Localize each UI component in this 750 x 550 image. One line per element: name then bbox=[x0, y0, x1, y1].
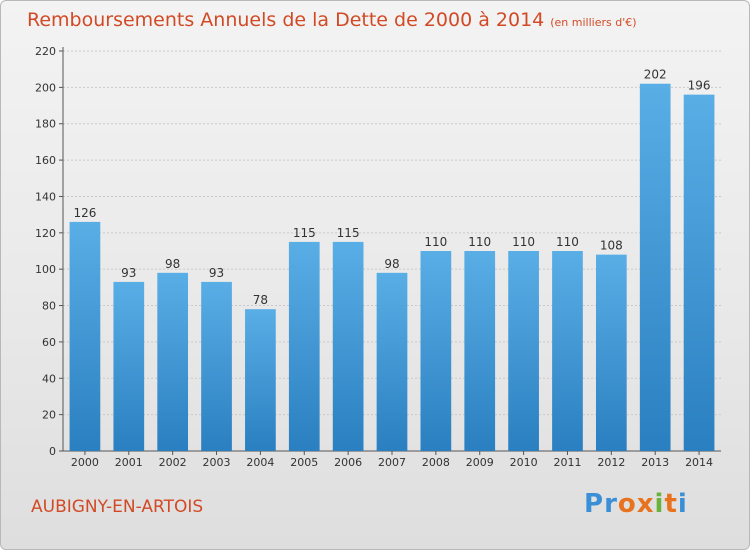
y-tick-label: 220 bbox=[35, 45, 56, 58]
bar bbox=[201, 281, 232, 451]
bar-value-label: 98 bbox=[165, 257, 180, 271]
x-tick-label: 2004 bbox=[246, 456, 274, 469]
bar bbox=[245, 309, 276, 451]
logo-letter: i bbox=[654, 489, 665, 519]
city-name: AUBIGNY-EN-ARTOIS bbox=[31, 497, 204, 517]
bar-value-label: 126 bbox=[73, 206, 96, 220]
y-tick-label: 100 bbox=[35, 263, 56, 276]
bar-value-label: 115 bbox=[293, 226, 316, 240]
bar-value-label: 202 bbox=[644, 68, 667, 82]
bar bbox=[552, 251, 583, 451]
y-tick-label: 40 bbox=[42, 372, 56, 385]
y-tick-label: 120 bbox=[35, 227, 56, 240]
bar bbox=[420, 251, 452, 451]
bar-value-label: 98 bbox=[384, 257, 399, 271]
logo-letter: r bbox=[604, 489, 618, 519]
x-tick-label: 2013 bbox=[641, 456, 669, 469]
bars bbox=[69, 83, 715, 452]
bar-value-label: 93 bbox=[121, 266, 136, 280]
bar bbox=[683, 94, 715, 452]
x-tick-label: 2002 bbox=[159, 456, 187, 469]
x-tick-label: 2008 bbox=[422, 456, 450, 469]
x-tick-label: 2001 bbox=[115, 456, 143, 469]
x-tick-label: 2003 bbox=[203, 456, 231, 469]
bar-value-label: 93 bbox=[209, 266, 224, 280]
logo-letter: P bbox=[584, 489, 605, 519]
y-tick-label: 180 bbox=[35, 118, 56, 131]
x-tick-label: 2006 bbox=[334, 456, 362, 469]
x-tick-label: 2009 bbox=[466, 456, 494, 469]
y-tick-label: 60 bbox=[42, 336, 56, 349]
labels: 126 2000 93 2001 98 2002 93 2003 78 2004 115 2005 11… bbox=[71, 68, 713, 469]
bar-value-label: 110 bbox=[468, 235, 491, 249]
y-tick-label: 20 bbox=[42, 409, 56, 422]
bar bbox=[508, 251, 539, 451]
x-tick-label: 2010 bbox=[510, 456, 538, 469]
logo-letter: o bbox=[617, 489, 637, 519]
x-tick-label: 2014 bbox=[685, 456, 713, 469]
bar-value-label: 78 bbox=[253, 293, 268, 307]
x-tick-label: 2011 bbox=[553, 456, 581, 469]
bar-value-label: 110 bbox=[424, 235, 447, 249]
logo-letter: x bbox=[636, 489, 655, 519]
y-tick-label: 200 bbox=[35, 81, 56, 94]
proxiti-logo: Proxiti bbox=[584, 489, 688, 519]
bar bbox=[376, 272, 408, 451]
bar-value-label: 110 bbox=[556, 235, 579, 249]
bar bbox=[639, 83, 671, 452]
x-tick-label: 2012 bbox=[597, 456, 625, 469]
logo-letter: i bbox=[677, 489, 688, 519]
y-tick-label: 0 bbox=[49, 445, 56, 458]
bar bbox=[332, 241, 364, 451]
bar bbox=[157, 272, 189, 451]
bar bbox=[113, 281, 145, 451]
bar-value-label: 196 bbox=[688, 79, 711, 93]
bar-value-label: 115 bbox=[337, 226, 360, 240]
chart-title: Remboursements Annuels de la Dette de 20… bbox=[27, 9, 637, 31]
y-tick-label: 80 bbox=[42, 300, 56, 313]
bar bbox=[69, 221, 101, 451]
bar-value-label: 110 bbox=[512, 235, 535, 249]
x-tick-label: 2005 bbox=[290, 456, 318, 469]
chart-subtitle: (en milliers d'€) bbox=[550, 16, 637, 29]
y-tick-label: 160 bbox=[35, 154, 56, 167]
bar-value-label: 108 bbox=[600, 239, 623, 253]
y-tick-label: 140 bbox=[35, 190, 56, 203]
x-tick-label: 2000 bbox=[71, 456, 99, 469]
x-tick-label: 2007 bbox=[378, 456, 406, 469]
bar bbox=[595, 254, 627, 451]
chart-title-text: Remboursements Annuels de la Dette de 20… bbox=[27, 9, 545, 31]
bar bbox=[464, 251, 496, 451]
bar bbox=[288, 241, 320, 451]
logo-letter: t bbox=[664, 489, 678, 519]
